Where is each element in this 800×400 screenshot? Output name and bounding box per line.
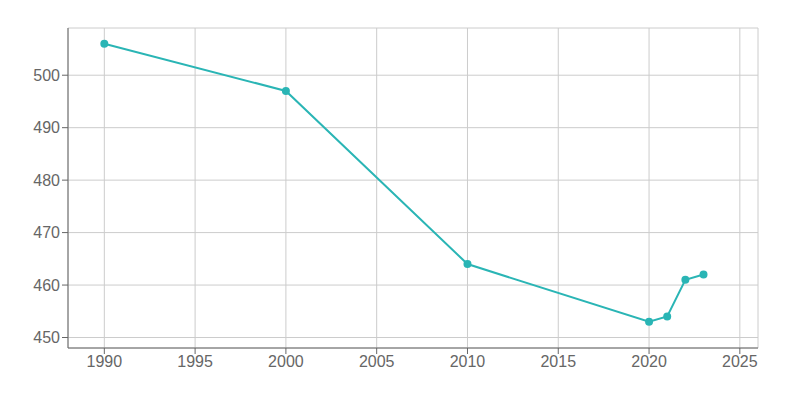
svg-text:2015: 2015 — [540, 353, 576, 370]
svg-text:460: 460 — [33, 277, 60, 294]
svg-text:1995: 1995 — [177, 353, 213, 370]
svg-text:2010: 2010 — [450, 353, 486, 370]
svg-text:480: 480 — [33, 172, 60, 189]
svg-text:2000: 2000 — [268, 353, 304, 370]
svg-text:490: 490 — [33, 119, 60, 136]
svg-text:450: 450 — [33, 329, 60, 346]
svg-text:470: 470 — [33, 224, 60, 241]
svg-text:2020: 2020 — [631, 353, 667, 370]
svg-text:2025: 2025 — [722, 353, 758, 370]
svg-text:2005: 2005 — [359, 353, 395, 370]
svg-text:1990: 1990 — [87, 353, 123, 370]
svg-text:500: 500 — [33, 67, 60, 84]
